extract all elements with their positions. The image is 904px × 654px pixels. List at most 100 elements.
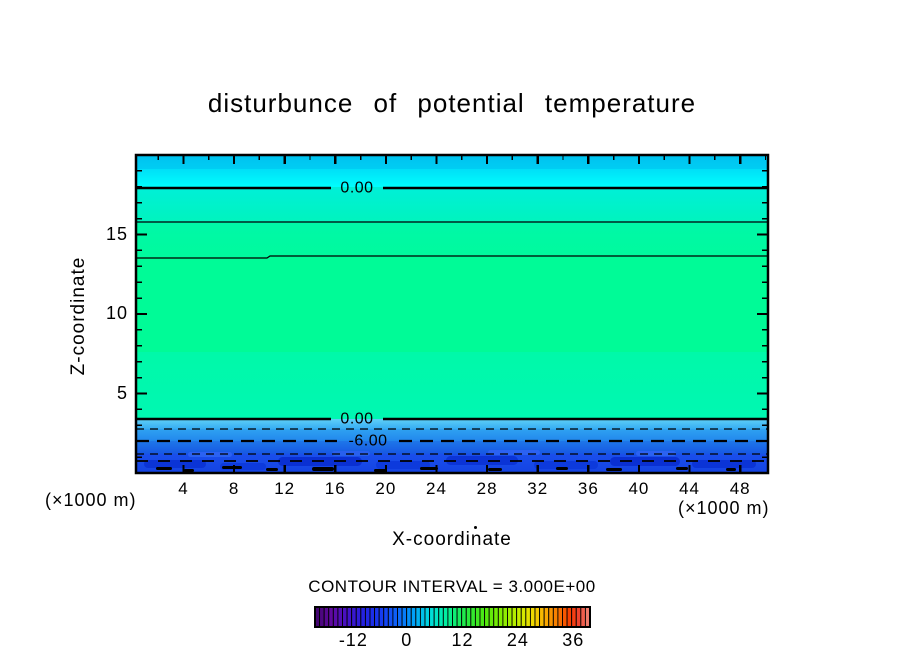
colorbar-border bbox=[314, 606, 591, 628]
plot-area: 0.00 0.00 -6.00 bbox=[134, 153, 770, 475]
x-tick-label: 40 bbox=[628, 479, 650, 498]
colorbar-segment bbox=[337, 606, 343, 628]
colorbar-segment bbox=[534, 606, 541, 628]
fill-patch bbox=[420, 467, 438, 470]
x-axis-label: X-coordinate bbox=[392, 529, 512, 550]
colorbar-tick-label: -12 bbox=[338, 630, 368, 650]
contour-fill-band bbox=[136, 429, 768, 441]
colorbar-segment bbox=[369, 606, 376, 628]
fill-patch bbox=[692, 460, 756, 468]
contour-fill-band bbox=[136, 155, 768, 169]
colorbar-segment bbox=[415, 606, 421, 628]
colorbar-segment bbox=[328, 606, 334, 628]
colorbar-tick-label: 36 bbox=[562, 630, 585, 650]
colorbar-segment bbox=[397, 606, 403, 628]
x-tick-label: 12 bbox=[274, 479, 296, 498]
colorbar-segment bbox=[438, 606, 444, 628]
colorbar-segment bbox=[429, 606, 435, 628]
contour-fill-band bbox=[136, 187, 768, 223]
x-tick-label: 4 bbox=[178, 479, 189, 498]
colorbar-segment bbox=[562, 606, 568, 628]
x-tick-label: 32 bbox=[527, 479, 549, 498]
colorbar-segment bbox=[502, 606, 508, 628]
fill-patch bbox=[156, 467, 172, 470]
colorbar-segment bbox=[410, 606, 417, 628]
colorbar-segment bbox=[378, 606, 385, 628]
fill-patch bbox=[144, 460, 206, 468]
fill-patch bbox=[222, 466, 242, 469]
z-tick-label: 5 bbox=[116, 382, 128, 403]
colorbar-segment bbox=[497, 606, 504, 628]
colorbar-segment bbox=[364, 606, 371, 628]
x-tick-label: 24 bbox=[426, 479, 447, 498]
fill-patch bbox=[374, 469, 386, 472]
fill-patch bbox=[266, 468, 278, 471]
colorbar-segment bbox=[552, 606, 559, 628]
colorbar bbox=[314, 606, 591, 628]
colorbar-segment bbox=[442, 606, 449, 628]
colorbar-segment bbox=[525, 606, 531, 628]
fill-patch bbox=[726, 468, 736, 471]
z-axis-unit-label: (×1000 m) bbox=[45, 490, 137, 510]
contour-label: -6.00 bbox=[349, 433, 388, 450]
fill-patch bbox=[446, 456, 518, 465]
x-tick-label: 48 bbox=[729, 479, 751, 498]
colorbar-segment bbox=[529, 606, 536, 628]
fill-patch bbox=[376, 461, 430, 469]
colorbar-segment bbox=[447, 606, 453, 628]
x-tick-label: 28 bbox=[476, 479, 498, 498]
contour-fill-band bbox=[136, 441, 768, 454]
plot-border bbox=[134, 153, 770, 475]
contour-interval-note: CONTOUR INTERVAL = 3.000E+00 bbox=[308, 577, 596, 596]
colorbar-segment bbox=[548, 606, 554, 628]
colorbar-segment bbox=[419, 606, 426, 628]
chart-title: disturbunce of potential temperature bbox=[207, 88, 697, 118]
fill-patch bbox=[606, 468, 622, 471]
x-tick-label: 8 bbox=[228, 479, 240, 498]
colorbar-segment bbox=[479, 606, 486, 628]
contour-fill-band bbox=[136, 223, 768, 257]
colorbar-segment bbox=[511, 606, 518, 628]
colorbar-segment bbox=[452, 606, 458, 628]
colorbar-segment bbox=[507, 606, 513, 628]
colorbar-tick-label: 12 bbox=[451, 630, 474, 650]
x-tick-label: 44 bbox=[679, 479, 700, 498]
colorbar-segment bbox=[493, 606, 499, 628]
fill-patch bbox=[488, 468, 502, 471]
stray-dot bbox=[474, 526, 477, 529]
colorbar-segment bbox=[516, 606, 522, 628]
colorbar-canvas bbox=[314, 606, 591, 628]
fill-patch bbox=[184, 469, 194, 472]
colorbar-segment bbox=[465, 606, 472, 628]
colorbar-segment bbox=[383, 606, 389, 628]
contour-line bbox=[136, 255, 768, 259]
colorbar-segment bbox=[424, 606, 431, 628]
fill-patch bbox=[312, 467, 334, 471]
colorbar-segment bbox=[342, 606, 348, 628]
x-tick-label: 36 bbox=[577, 479, 599, 498]
colorbar-segment bbox=[406, 606, 412, 628]
x-axis-unit-label: (×1000 m) bbox=[678, 498, 770, 518]
colorbar-segment bbox=[456, 606, 463, 628]
x-tick-label: 16 bbox=[324, 479, 346, 498]
contour-label: 0.00 bbox=[340, 411, 373, 428]
colorbar-segment bbox=[392, 606, 398, 628]
colorbar-segment bbox=[401, 606, 408, 628]
contour-fill-band bbox=[136, 352, 768, 419]
z-tick-label: 15 bbox=[105, 223, 128, 244]
colorbar-segment bbox=[539, 606, 545, 628]
colorbar-tick-label: 0 bbox=[401, 630, 413, 650]
colorbar-segment bbox=[484, 606, 490, 628]
colorbar-segment bbox=[520, 606, 527, 628]
colorbar-segment bbox=[557, 606, 563, 628]
colorbar-segment bbox=[580, 606, 586, 628]
contour-fill-band bbox=[136, 257, 768, 352]
fill-patch bbox=[534, 461, 598, 469]
colorbar-segment bbox=[433, 606, 440, 628]
z-tick-label: 10 bbox=[105, 303, 128, 323]
fill-patch bbox=[676, 467, 688, 470]
colorbar-segment bbox=[346, 606, 353, 628]
contour-fill-band bbox=[136, 419, 768, 429]
colorbar-segment bbox=[351, 606, 357, 628]
